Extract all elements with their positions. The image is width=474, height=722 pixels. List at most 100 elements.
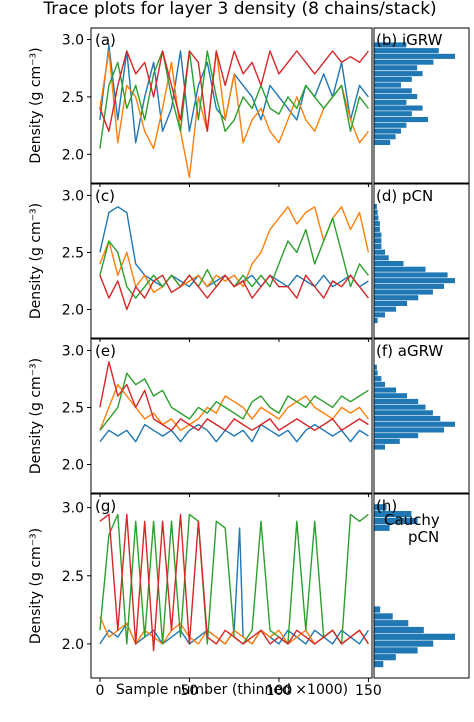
histogram-bar	[374, 53, 455, 59]
histogram-bar	[374, 232, 382, 238]
trace-series-3	[99, 372, 369, 431]
y-tick-label: 3.0	[62, 188, 84, 204]
y-tick-label: 2.0	[62, 302, 84, 318]
histogram-bar	[374, 364, 377, 370]
histogram-bar	[374, 42, 407, 48]
histogram-bar	[374, 128, 401, 134]
panel-4: 2.0 2.5 3.0 0 50 100 150 Density (g cm⁻³) (g) (h)…	[28, 493, 470, 699]
histogram-bar	[374, 421, 455, 427]
panel-3: 2.0 2.5 3.0 Density (g cm⁻³) (e) (f) aGRW	[28, 338, 470, 497]
histogram-bar	[374, 111, 412, 117]
panel-label: (c)	[95, 187, 115, 205]
y-axis-label: Density (g cm⁻³)	[28, 203, 44, 319]
panel-label: (a)	[95, 31, 116, 49]
y-tick-label: 3.0	[62, 32, 84, 48]
histogram-bar	[374, 255, 389, 261]
histogram-bar	[374, 654, 396, 661]
y-axis-label: Density (g cm⁻³)	[28, 358, 44, 474]
histogram-label: (d) pCN	[376, 187, 433, 205]
x-tick-label: 150	[355, 683, 382, 699]
histogram-label: (b) iGRW	[376, 31, 443, 49]
trace-series-1	[99, 44, 369, 144]
trace-series-4	[99, 361, 369, 431]
trace-series-3	[99, 50, 369, 149]
histogram-bar	[374, 65, 418, 71]
panel-label: (e)	[95, 342, 116, 360]
y-axis-label: Density (g cm⁻³)	[28, 47, 44, 163]
y-tick-label: 2.0	[62, 147, 84, 163]
histogram-bar	[374, 283, 444, 289]
x-tick-label: 0	[95, 683, 104, 699]
trace-axes-frame	[90, 338, 373, 494]
trace-axes-frame	[90, 493, 373, 679]
histogram-bar	[374, 606, 381, 613]
x-axis-label: Sample number (thinned ×1000)	[116, 682, 348, 698]
histogram-bar	[374, 278, 455, 284]
histogram-bar	[374, 647, 418, 654]
histogram-bar	[374, 261, 404, 267]
histogram-bar	[374, 306, 397, 312]
trace-series-2	[99, 206, 370, 294]
panel-2: 2.0 2.5 3.0 Density (g cm⁻³) (c) (d) pCN	[28, 183, 470, 342]
histogram-bar	[374, 370, 378, 376]
trace-axes-frame	[90, 183, 373, 339]
chart-title: Trace plots for layer 3 density (8 chain…	[42, 0, 436, 19]
histogram-bar	[374, 620, 409, 627]
y-tick-label: 3.0	[62, 343, 84, 359]
panel-1: 2.0 2.5 3.0 Density (g cm⁻³) (a) (b) iGRW	[28, 27, 470, 187]
histogram-bar	[374, 444, 385, 450]
histogram-bar	[374, 633, 455, 640]
histogram-bar	[374, 226, 380, 232]
histogram-bar	[374, 661, 384, 668]
trace-series-1	[99, 423, 369, 443]
histogram-bar	[374, 289, 433, 295]
histogram-bar	[374, 99, 407, 105]
histogram-bar	[374, 318, 378, 324]
histogram-bar	[374, 376, 382, 382]
histogram-bar	[374, 438, 400, 444]
histogram-bar	[374, 71, 423, 77]
trace-series-4	[99, 50, 369, 133]
trace-series-2	[99, 383, 369, 431]
y-tick-label: 2.5	[62, 569, 84, 585]
histogram-bar	[374, 122, 407, 128]
histogram-bar	[374, 117, 428, 123]
y-tick-label: 2.5	[62, 245, 84, 261]
histogram-bar	[374, 209, 378, 215]
y-tick-label: 2.0	[62, 457, 84, 473]
y-tick-label: 3.0	[62, 501, 84, 517]
histogram-bar	[374, 59, 434, 65]
histogram-bar	[374, 204, 377, 210]
histogram-bar	[374, 105, 423, 111]
x-tick-label: 100	[266, 683, 293, 699]
histogram-bar	[374, 221, 380, 227]
trace-series-4	[99, 274, 369, 311]
histogram-bar	[374, 524, 390, 531]
histogram-bar	[374, 266, 426, 272]
histogram-bar	[374, 613, 393, 620]
histogram-bar	[374, 511, 412, 518]
histogram-label: (f) aGRW	[376, 342, 443, 360]
histogram-bar	[374, 243, 382, 249]
histogram-axes-frame	[373, 183, 470, 339]
trace-axes-frame	[90, 27, 373, 184]
histogram-bar	[374, 238, 382, 244]
histogram-bar	[374, 88, 412, 94]
histogram-label: (h)	[376, 497, 397, 515]
trace-series-2	[99, 50, 369, 179]
histogram-axes-frame	[373, 493, 470, 679]
histogram-bar	[374, 82, 401, 88]
histogram-axes-frame	[373, 27, 470, 184]
y-tick-label: 2.5	[62, 90, 84, 106]
histogram-bar	[374, 393, 408, 399]
histogram-bar	[374, 387, 397, 393]
histogram-axes-frame	[373, 338, 470, 494]
histogram-bar	[374, 398, 419, 404]
histogram-bar	[374, 76, 412, 82]
histogram-bar	[374, 139, 391, 145]
histogram-label-line: Cauchy	[384, 511, 440, 529]
x-tick-label: 50	[181, 683, 199, 699]
histogram-bar	[374, 433, 419, 439]
trace-series-1	[99, 527, 369, 645]
histogram-bar	[374, 410, 433, 416]
